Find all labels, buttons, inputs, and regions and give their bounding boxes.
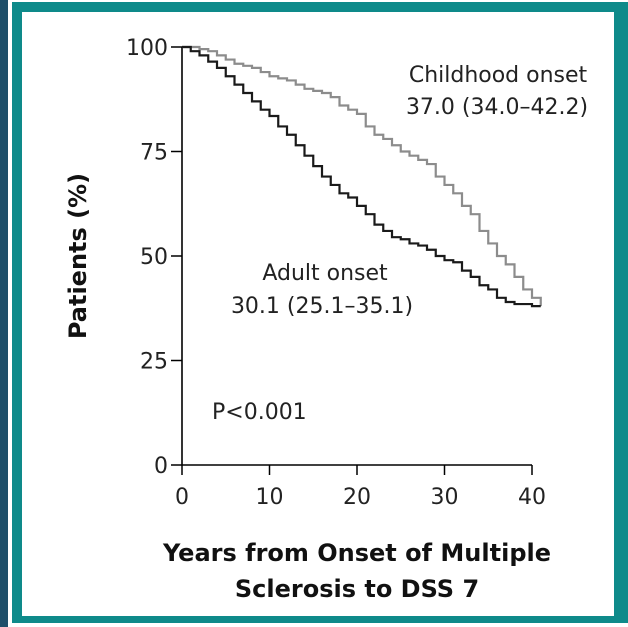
childhood-onset-median: 37.0 (34.0–42.2) bbox=[406, 95, 588, 120]
x-tick-label: 0 bbox=[175, 485, 189, 510]
left-edge-bar bbox=[0, 0, 8, 627]
y-axis-title: Patients (%) bbox=[64, 173, 92, 339]
figure-panel bbox=[22, 12, 614, 616]
y-tick-label: 0 bbox=[154, 454, 168, 479]
x-tick-label: 10 bbox=[256, 485, 284, 510]
x-axis-title-line-1: Years from Onset of Multiple bbox=[162, 539, 551, 567]
childhood-onset-label: Childhood onset bbox=[409, 63, 588, 88]
series-line-childhood-onset bbox=[182, 45, 542, 307]
x-tick-label: 40 bbox=[518, 485, 546, 510]
p-value-label: P<0.001 bbox=[212, 400, 307, 425]
x-tick-label: 30 bbox=[431, 485, 459, 510]
y-tick-label: 50 bbox=[140, 245, 168, 270]
adult-onset-label: Adult onset bbox=[262, 261, 388, 286]
y-tick-label: 25 bbox=[140, 350, 168, 375]
adult-onset-median: 30.1 (25.1–35.1) bbox=[231, 294, 413, 319]
figure-border bbox=[12, 2, 628, 623]
series-line-adult-onset bbox=[182, 45, 541, 308]
x-axis-title-line-2: Sclerosis to DSS 7 bbox=[235, 575, 479, 603]
y-tick-label: 100 bbox=[126, 36, 168, 61]
x-tick-label: 20 bbox=[343, 485, 371, 510]
y-tick-label: 75 bbox=[140, 141, 168, 166]
y-ticks: 0 25 50 75 100 bbox=[126, 36, 182, 479]
x-ticks: 0 10 20 30 40 bbox=[175, 465, 546, 510]
